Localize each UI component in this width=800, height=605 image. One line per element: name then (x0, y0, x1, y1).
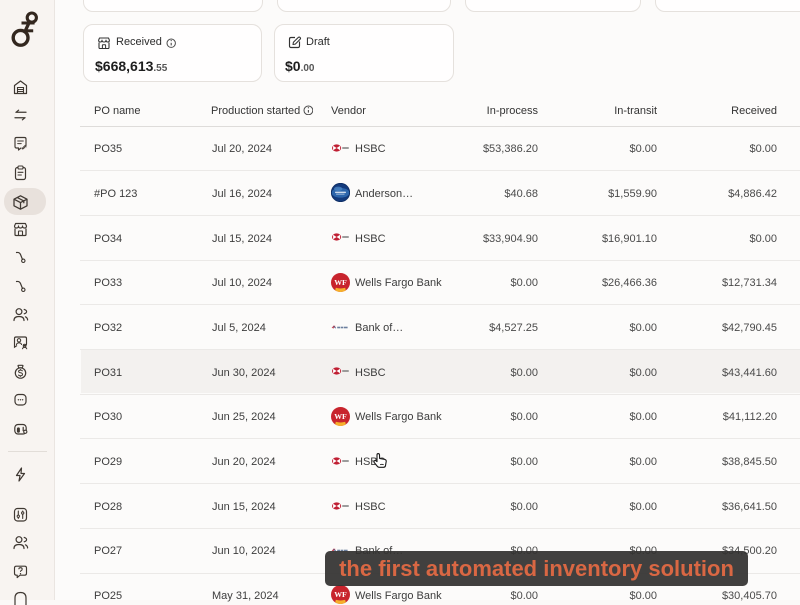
svg-text:WF: WF (334, 590, 347, 599)
svg-text:WF: WF (334, 411, 347, 420)
svg-text:WF: WF (334, 277, 347, 286)
